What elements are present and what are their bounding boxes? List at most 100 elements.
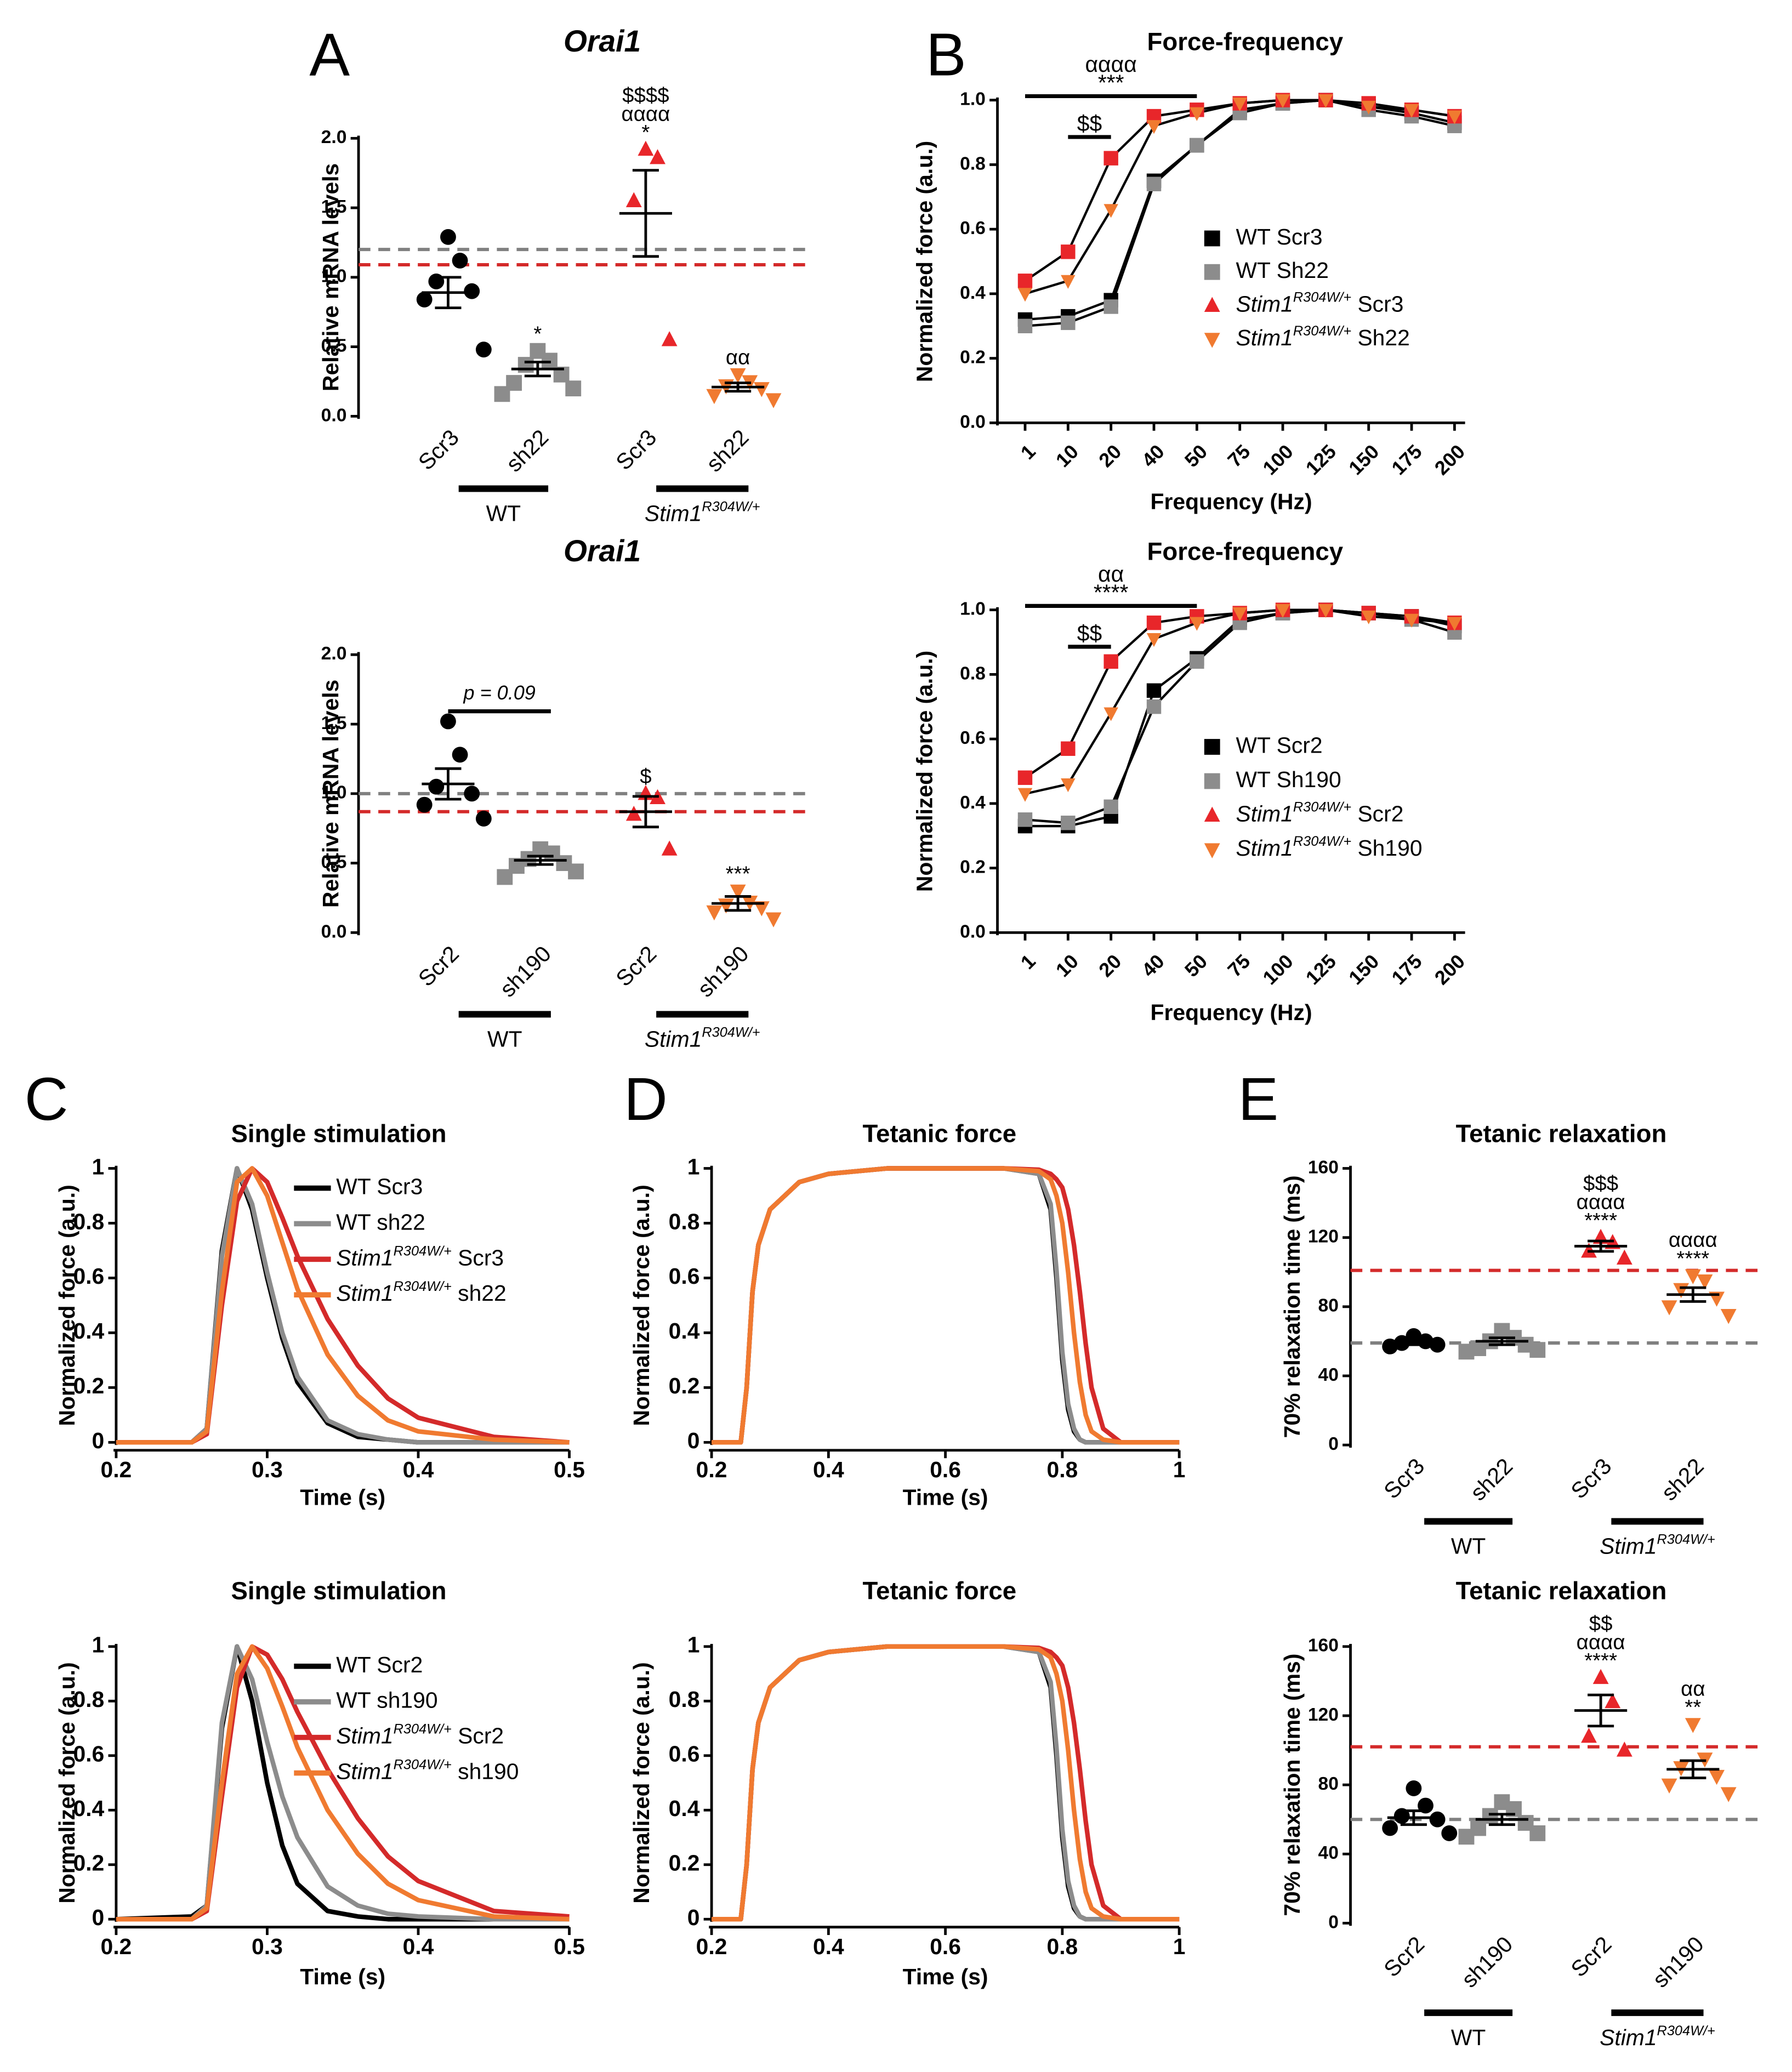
y-tick-label: 0.0 (960, 921, 986, 942)
data-point (1318, 604, 1333, 618)
group-label: WT (1451, 1533, 1486, 1558)
legend-label: Stim1R304W/+ Scr3 (336, 1243, 504, 1270)
panel-label: D (624, 1066, 668, 1133)
y-tick-label: 1.5 (321, 197, 347, 217)
legend-marker (1204, 333, 1220, 348)
data-point (1661, 1778, 1677, 1794)
y-tick-label: 0.8 (960, 153, 986, 174)
y-tick-label: 160 (1308, 1636, 1339, 1656)
y-axis-label: Normalized force (a.u.) (912, 141, 937, 382)
annotation: αααα (1577, 1190, 1625, 1214)
data-point (1429, 1336, 1446, 1353)
y-tick-label: 1.0 (321, 266, 347, 287)
legend-label: Stim1R304W/+ Scr3 (1236, 289, 1403, 316)
text-part: WT Scr2 (336, 1652, 423, 1677)
y-tick-label: 80 (1318, 1774, 1339, 1794)
data-point (1017, 288, 1033, 302)
y-tick-label: 0.8 (73, 1209, 104, 1234)
bracket-label: **** (1094, 580, 1129, 605)
x-tick-label: 0.4 (813, 1934, 844, 1959)
data-point (730, 368, 746, 384)
comparison-label: p = 0.09 (463, 681, 536, 704)
y-axis-label: Normalized force (a.u.) (629, 1662, 654, 1903)
annotation: **** (1584, 1649, 1617, 1672)
series-line (712, 1166, 1180, 1445)
data-point (1709, 1769, 1725, 1785)
y-tick-label: 0.6 (73, 1741, 104, 1767)
y-tick-label: 80 (1318, 1296, 1339, 1316)
y-axis-label: Relative mRNA levels (318, 680, 343, 908)
data-point (625, 192, 642, 207)
data-point (1720, 1309, 1737, 1324)
legend-label: WT Sh22 (1236, 258, 1329, 283)
annotation: * (641, 121, 650, 144)
legend-label: Stim1R304W/+ Scr2 (1236, 799, 1403, 826)
data-point (1592, 1669, 1609, 1684)
text-part: WT (1451, 1533, 1486, 1558)
data-point (1103, 799, 1118, 814)
chart-title: Orai1 (564, 534, 641, 568)
data-point (416, 291, 433, 308)
text-part: WT (1451, 2025, 1486, 2050)
text-part: Stim1 (645, 500, 702, 526)
data-point (1146, 177, 1162, 191)
data-point (1697, 1274, 1713, 1290)
group-label: Stim1R304W/+ (1600, 2023, 1715, 2050)
data-point (542, 352, 557, 369)
y-tick-label: 0.2 (669, 1373, 700, 1398)
text-part: WT (487, 1026, 522, 1051)
group-label: WT (486, 500, 521, 526)
data-point (1146, 699, 1162, 714)
text-part: Stim1 (336, 1245, 393, 1270)
y-tick-label: 1 (687, 1632, 700, 1658)
text-part: WT sh190 (336, 1688, 437, 1713)
y-tick-label: 0.6 (669, 1741, 700, 1767)
data-point (497, 869, 513, 885)
text-part: Scr3 (452, 1245, 504, 1270)
y-tick-label: 1.0 (960, 599, 986, 619)
data-point (1361, 100, 1376, 115)
y-tick-label: 0.2 (73, 1851, 104, 1876)
y-tick-label: 0.4 (73, 1796, 104, 1821)
y-tick-label: 0.6 (960, 728, 986, 748)
legend-marker (1204, 264, 1220, 280)
x-tick-label: 0.8 (1046, 1934, 1078, 1959)
data-point (452, 253, 468, 269)
text-part: R304W/+ (394, 1757, 452, 1772)
y-tick-label: 0.4 (960, 283, 986, 303)
annotation: $$$$ (622, 84, 669, 107)
x-tick-label: 0.2 (101, 1934, 132, 1959)
y-tick-label: 0.2 (669, 1851, 700, 1876)
y-tick-label: 0.4 (73, 1318, 104, 1344)
x-tick-label: 0.4 (403, 1457, 434, 1482)
y-tick-label: 0.8 (73, 1687, 104, 1712)
series-line (712, 1644, 1180, 1922)
chart-title: Force-frequency (1147, 537, 1343, 565)
annotation: $$ (1589, 1612, 1613, 1636)
data-point (1190, 107, 1204, 121)
panel-label: C (25, 1066, 69, 1133)
data-point (1017, 318, 1033, 333)
y-tick-label: 2.0 (321, 127, 347, 147)
y-tick-label: 40 (1318, 1843, 1339, 1863)
chart-title: Orai1 (564, 24, 641, 58)
text-part: sh190 (452, 1758, 519, 1784)
data-point (1232, 97, 1247, 112)
data-point (452, 747, 468, 763)
data-point (753, 901, 770, 917)
data-point (1190, 617, 1204, 631)
data-point (1458, 1344, 1475, 1360)
x-tick-label: 0.2 (696, 1934, 727, 1959)
legend-label: Stim1R304W/+ sh190 (336, 1757, 519, 1784)
data-point (650, 149, 665, 164)
x-axis-label: Time (s) (903, 1484, 988, 1510)
data-point (1581, 1727, 1597, 1743)
y-tick-label: 0.0 (960, 412, 986, 432)
data-point (1146, 615, 1162, 630)
y-axis-label: Normalized force (a.u.) (912, 651, 937, 892)
x-tick-label: 0.4 (403, 1934, 434, 1959)
text-part: Stim1 (645, 1026, 702, 1051)
text-part: R304W/+ (394, 1721, 452, 1737)
data-point (494, 386, 510, 402)
